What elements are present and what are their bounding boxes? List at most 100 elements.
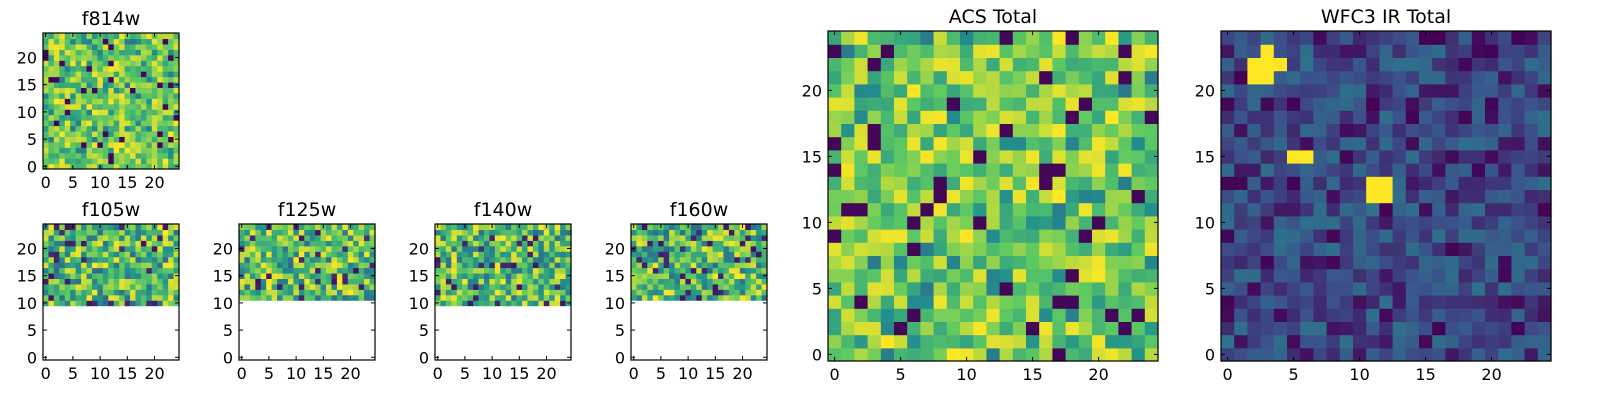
heatmap-cell	[304, 283, 311, 290]
heatmap-cell	[75, 272, 82, 279]
heatmap-cell	[445, 224, 452, 231]
heatmap-cell	[1366, 149, 1380, 164]
heatmap-cell	[102, 262, 109, 269]
heatmap-cell	[1353, 44, 1367, 58]
heatmap-cell	[828, 189, 842, 204]
heatmap-cell	[1144, 176, 1159, 190]
heatmap-cell	[1379, 255, 1394, 270]
heatmap-cell	[907, 334, 921, 349]
y-tick-label: 5	[1205, 279, 1215, 298]
heatmap-cell	[70, 109, 77, 116]
heatmap-cell	[933, 268, 948, 283]
heatmap-cell	[326, 240, 333, 247]
heatmap-cell	[734, 245, 741, 252]
heatmap-cell	[554, 234, 561, 241]
heatmap-cell	[53, 294, 60, 301]
heatmap-cell	[91, 92, 98, 99]
heatmap-cell	[298, 272, 305, 279]
heatmap-cell	[64, 130, 71, 137]
heatmap-cell	[124, 76, 131, 83]
heatmap-cell	[162, 267, 169, 274]
heatmap-cell	[162, 109, 169, 116]
heatmap-cell	[505, 245, 512, 252]
heatmap-cell	[326, 229, 333, 236]
heatmap-cell	[130, 43, 137, 50]
heatmap-cell	[43, 262, 50, 269]
heatmap-cell	[1012, 176, 1027, 190]
heatmap-cell	[549, 234, 556, 241]
heatmap-cell	[151, 87, 158, 94]
heatmap-cell	[151, 147, 158, 154]
heatmap-cell	[124, 251, 131, 258]
heatmap-cell	[81, 256, 88, 263]
heatmap-cell	[1432, 215, 1446, 230]
heatmap-cell	[756, 240, 763, 247]
heatmap-cell	[260, 289, 267, 296]
heatmap-cell	[151, 234, 158, 241]
heatmap-cell	[522, 234, 529, 241]
heatmap-cell	[91, 240, 98, 247]
heatmap-cell	[1458, 268, 1473, 283]
heatmap-cell	[1379, 242, 1394, 256]
heatmap-cell	[157, 267, 164, 274]
heatmap-cell	[483, 262, 490, 269]
heatmap-cell	[1092, 202, 1106, 217]
heatmap-cell	[894, 149, 908, 164]
heatmap-cell	[920, 83, 935, 98]
heatmap-cell	[565, 256, 572, 263]
heatmap-cell	[43, 158, 50, 165]
x-tick-label: 20	[340, 364, 360, 383]
heatmap-cell	[543, 262, 550, 269]
heatmap-cell	[841, 44, 855, 58]
heatmap-cell	[728, 289, 735, 296]
heatmap-cell	[140, 147, 147, 154]
heatmap-cell	[999, 149, 1014, 164]
heatmap-cell	[1353, 321, 1367, 336]
heatmap-cell	[119, 267, 126, 274]
heatmap-cell	[157, 54, 164, 61]
heatmap-cell	[854, 255, 869, 270]
heatmap-cell	[108, 163, 115, 170]
heatmap-cell	[108, 267, 115, 274]
heatmap-cell	[119, 71, 126, 78]
heatmap-cell	[1247, 295, 1262, 309]
heatmap-cell	[1366, 308, 1380, 322]
heatmap-cell	[358, 294, 365, 301]
heatmap-cell	[293, 256, 300, 263]
heatmap-cell	[761, 283, 768, 290]
heatmap-cell	[440, 272, 447, 279]
heatmap-cell	[1065, 321, 1080, 336]
heatmap-cell	[53, 300, 60, 307]
heatmap-cell	[854, 347, 869, 362]
heatmap-cell	[130, 109, 137, 116]
heatmap-cell	[1052, 176, 1067, 190]
heatmap-cell	[91, 125, 98, 132]
heatmap-cell	[489, 234, 496, 241]
heatmap-cell	[960, 176, 974, 190]
heatmap-cell	[631, 278, 638, 285]
heatmap-cell	[999, 44, 1014, 58]
heatmap-cell	[162, 136, 169, 143]
heatmap-cell	[462, 251, 469, 258]
heatmap-cell	[91, 163, 98, 170]
heatmap-cell	[1287, 215, 1301, 230]
heatmap-cell	[728, 262, 735, 269]
heatmap-cell	[669, 251, 676, 258]
heatmap-cell	[894, 229, 908, 243]
heatmap-cell	[973, 70, 987, 85]
heatmap-cell	[70, 43, 77, 50]
heatmap-cell	[81, 65, 88, 72]
heatmap-cell	[70, 87, 77, 94]
heatmap-cell	[140, 245, 147, 252]
heatmap-cell	[320, 272, 327, 279]
heatmap-cell	[1039, 334, 1053, 349]
heatmap-cell	[102, 54, 109, 61]
heatmap-cell	[135, 163, 142, 170]
heatmap-cell	[1065, 136, 1080, 151]
heatmap-cell	[456, 262, 463, 269]
heatmap-cell	[102, 294, 109, 301]
heatmap-cell	[48, 163, 55, 170]
heatmap-cell	[1273, 57, 1288, 72]
heatmap-cell	[658, 256, 665, 263]
heatmap-cell	[554, 278, 561, 285]
